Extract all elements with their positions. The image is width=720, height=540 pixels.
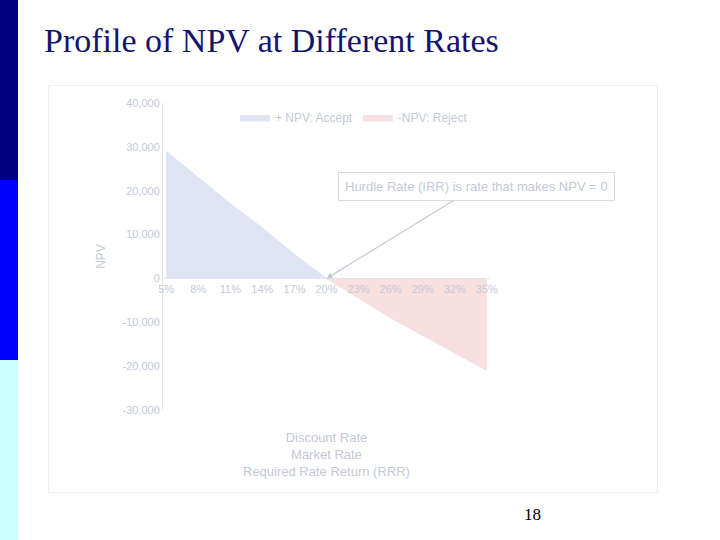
svg-text:30,000: 30,000: [126, 141, 160, 153]
svg-text:14%: 14%: [251, 283, 273, 295]
svg-text:20,000: 20,000: [126, 185, 160, 197]
svg-text:-NPV: Reject: -NPV: Reject: [398, 111, 468, 125]
svg-text:17%: 17%: [283, 283, 305, 295]
svg-text:-10,000: -10,000: [122, 316, 159, 328]
svg-text:32%: 32%: [444, 283, 466, 295]
svg-text:Hurdle Rate (IRR) is rate that: Hurdle Rate (IRR) is rate that makes NPV…: [345, 179, 608, 194]
svg-text:23%: 23%: [348, 283, 370, 295]
svg-text:35%: 35%: [476, 283, 498, 295]
svg-text:5%: 5%: [158, 283, 174, 295]
svg-text:20%: 20%: [315, 283, 337, 295]
svg-text:26%: 26%: [380, 283, 402, 295]
svg-text:29%: 29%: [412, 283, 434, 295]
svg-text:-20,000: -20,000: [122, 360, 159, 372]
svg-text:8%: 8%: [190, 283, 206, 295]
svg-text:10,000: 10,000: [126, 228, 160, 240]
html-text:Profile of NPV at Different Ra: Profile of NPV at Different Rates: [44, 22, 499, 59]
svg-text:Discount RateMarket RateRequir: Discount RateMarket RateRequired Rate Re…: [243, 430, 410, 479]
svg-text:-30,000: -30,000: [122, 404, 159, 416]
html-text:18: 18: [524, 505, 541, 524]
svg-text:11%: 11%: [220, 283, 241, 295]
svg-text:+ NPV: Accept: + NPV: Accept: [275, 111, 353, 125]
svg-text:0: 0: [154, 272, 160, 284]
svg-text:40,000: 40,000: [126, 97, 160, 109]
svg-text:NPV: NPV: [94, 244, 108, 269]
